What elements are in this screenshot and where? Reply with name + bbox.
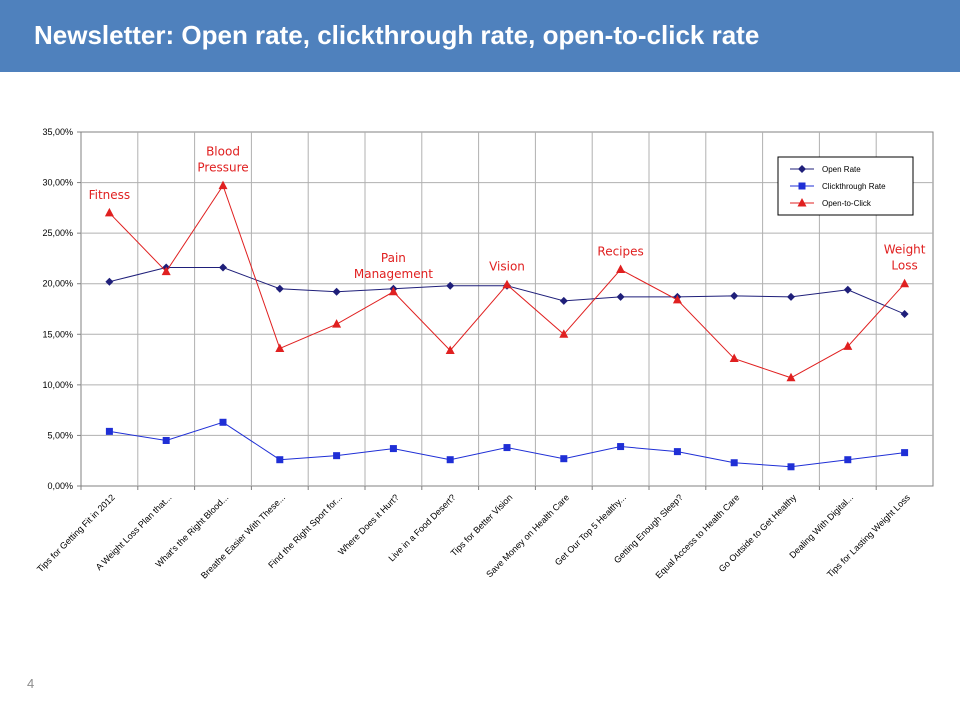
data-point-open-to-click bbox=[900, 278, 910, 288]
data-point-clickthrough-rate bbox=[787, 463, 795, 471]
y-tick-label: 10,00% bbox=[42, 380, 73, 390]
data-point-open-rate bbox=[219, 263, 227, 272]
data-point-clickthrough-rate bbox=[446, 456, 454, 464]
legend-marker bbox=[797, 198, 807, 207]
data-point-clickthrough-rate bbox=[219, 418, 227, 426]
page-number: 4 bbox=[27, 676, 35, 691]
data-point-clickthrough-rate bbox=[503, 444, 511, 452]
data-point-open-to-click bbox=[616, 264, 626, 274]
data-point-open-to-click bbox=[559, 329, 569, 338]
data-point-open-to-click bbox=[275, 343, 285, 352]
series-open-to-click bbox=[104, 180, 910, 382]
data-point-open-to-click bbox=[502, 279, 512, 289]
data-point-open-to-click bbox=[218, 180, 228, 190]
data-point-clickthrough-rate bbox=[105, 427, 113, 435]
annotation-label: Blood Pressure bbox=[197, 145, 248, 175]
data-point-clickthrough-rate bbox=[844, 456, 852, 464]
data-point-open-rate bbox=[105, 277, 114, 286]
data-point-clickthrough-rate bbox=[673, 448, 681, 456]
y-tick-label: 30,00% bbox=[42, 178, 73, 188]
data-point-open-to-click bbox=[672, 294, 682, 304]
x-tick-label: Dealing With Digital... bbox=[787, 492, 855, 560]
data-point-open-rate bbox=[730, 291, 739, 300]
legend: Open Rate Clickthrough Rate Open-to-Click bbox=[777, 156, 914, 216]
data-point-open-to-click bbox=[786, 372, 796, 382]
title-bar: Newsletter: Open rate, clickthrough rate… bbox=[0, 0, 960, 72]
legend-label: Open-to-Click bbox=[822, 199, 872, 208]
data-point-open-to-click bbox=[104, 207, 114, 217]
data-point-open-rate bbox=[616, 292, 625, 301]
data-point-clickthrough-rate bbox=[730, 459, 738, 467]
y-tick-label: 0,00% bbox=[47, 481, 73, 491]
data-point-open-to-click bbox=[729, 353, 739, 363]
annotation-label: Vision bbox=[489, 260, 525, 274]
x-tick-label: Where Does it Hurt? bbox=[336, 492, 401, 557]
data-point-open-rate bbox=[446, 281, 455, 290]
data-point-open-to-click bbox=[161, 266, 171, 276]
data-point-open-rate bbox=[900, 310, 909, 319]
data-point-clickthrough-rate bbox=[560, 455, 568, 463]
legend-marker bbox=[798, 165, 806, 173]
annotation-label: Weight Loss bbox=[884, 243, 926, 273]
annotation-label: Recipes bbox=[597, 245, 643, 259]
data-point-open-rate bbox=[787, 292, 795, 301]
x-tick-label: Tips for Better Vision bbox=[449, 492, 515, 558]
data-point-open-to-click bbox=[843, 341, 853, 350]
data-point-clickthrough-rate bbox=[389, 445, 397, 453]
data-point-clickthrough-rate bbox=[333, 452, 341, 460]
y-tick-label: 5,00% bbox=[47, 430, 73, 440]
y-tick-label: 25,00% bbox=[42, 228, 73, 238]
data-point-open-to-click bbox=[388, 286, 398, 296]
slide-title: Newsletter: Open rate, clickthrough rate… bbox=[34, 20, 760, 50]
data-point-open-to-click bbox=[332, 319, 342, 328]
data-point-open-rate bbox=[332, 287, 341, 296]
data-point-open-rate bbox=[843, 285, 852, 294]
data-point-clickthrough-rate bbox=[276, 456, 284, 464]
annotation-label: Pain Management bbox=[354, 251, 433, 281]
annotation-label: Fitness bbox=[89, 188, 131, 202]
data-point-open-rate bbox=[275, 284, 284, 293]
y-tick-label: 20,00% bbox=[42, 279, 73, 289]
data-point-clickthrough-rate bbox=[617, 443, 625, 451]
data-point-open-rate bbox=[559, 296, 568, 305]
y-tick-label: 15,00% bbox=[42, 329, 73, 339]
legend-marker bbox=[798, 182, 806, 190]
series-clickthrough-rate bbox=[105, 418, 909, 471]
legend-label: Open Rate bbox=[822, 165, 861, 174]
data-point-clickthrough-rate bbox=[162, 436, 170, 444]
data-point-open-to-click bbox=[445, 345, 455, 354]
data-point-clickthrough-rate bbox=[901, 449, 909, 457]
y-tick-label: 35,00% bbox=[42, 127, 73, 137]
legend-label: Clickthrough Rate bbox=[822, 182, 886, 191]
